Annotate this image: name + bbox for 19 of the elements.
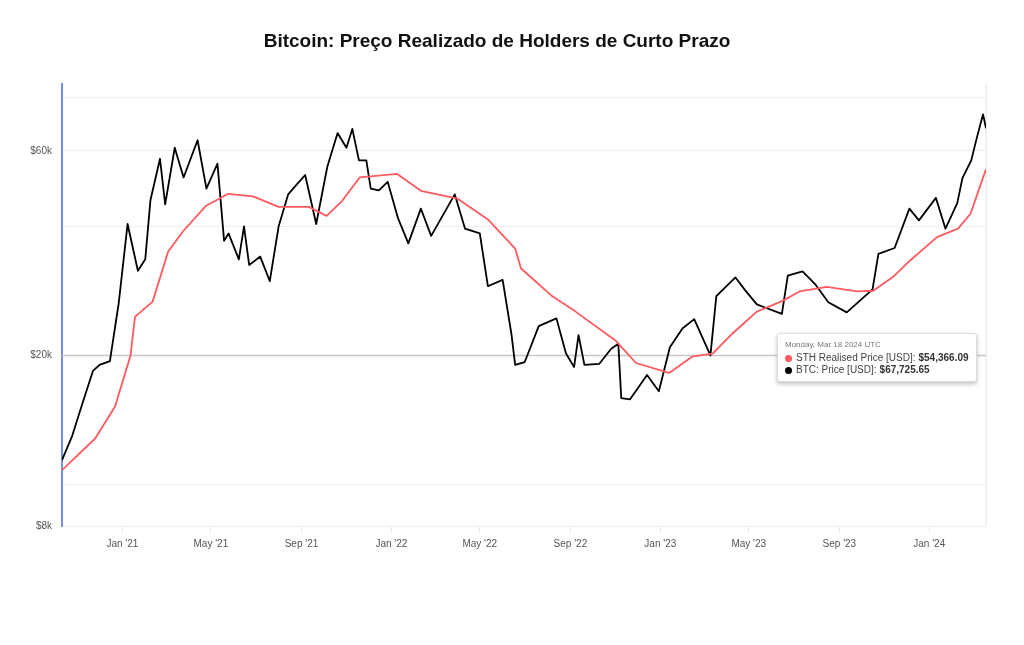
x-tick-label: Jan '23: [644, 537, 677, 549]
y-tick-label: $60k: [30, 144, 53, 156]
x-tick-label: Jan '21: [106, 537, 139, 549]
legend-label: STH Realised Price [USD]:: [796, 352, 916, 364]
x-tick-label: Sep '22: [553, 537, 588, 549]
x-tick-label: May '23: [731, 537, 767, 549]
x-tick-label: Jan '24: [913, 537, 946, 549]
annotation: $67,725.65: [879, 364, 930, 376]
annotation: Monday, Mar 18 2024 UTC: [785, 339, 882, 351]
x-tick-label: May '22: [462, 537, 498, 549]
legend-label: BTC: Price [USD]:: [796, 364, 877, 376]
x-tick-label: Jan '22: [375, 537, 408, 549]
x-tick-label: Sep '23: [822, 537, 857, 549]
x-tick-label: Sep '21: [284, 537, 319, 549]
chart-title: Bitcoin: Preço Realizado de Holders de Curto Prazo: [263, 29, 731, 51]
y-tick-label: $8k: [35, 519, 53, 531]
y-tick-label: $20k: [30, 349, 53, 361]
annotation: $54,366.09: [918, 352, 969, 364]
x-tick-label: May '21: [193, 537, 229, 549]
